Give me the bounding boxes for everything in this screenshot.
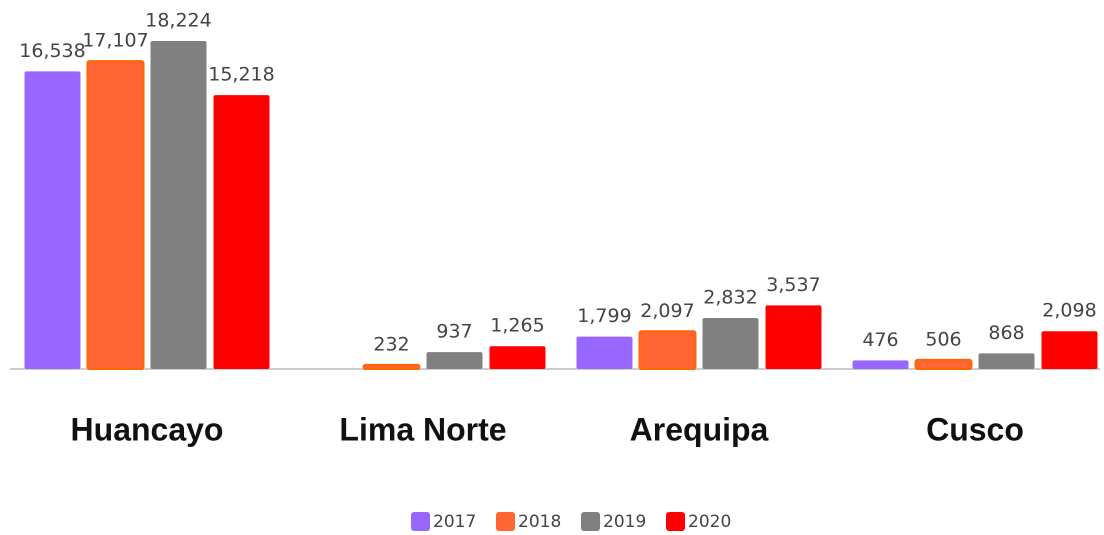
value-label: 1,799 <box>577 305 631 327</box>
bar <box>489 346 546 369</box>
legend-swatch <box>666 512 685 531</box>
bar <box>765 305 822 369</box>
bar <box>852 360 909 369</box>
bar <box>576 336 633 369</box>
category-label: Cusco <box>926 411 1024 447</box>
value-label: 2,832 <box>703 287 757 309</box>
value-label: 17,107 <box>82 30 148 52</box>
legend-swatch <box>581 512 600 531</box>
legend-swatch <box>411 512 430 531</box>
value-label: 232 <box>373 333 409 355</box>
bar <box>86 60 145 371</box>
value-label: 506 <box>925 328 961 350</box>
value-label: 937 <box>436 321 472 343</box>
value-label: 1,265 <box>490 315 544 337</box>
bar <box>1041 331 1098 369</box>
value-label: 15,218 <box>208 64 274 86</box>
category-label: Lima Norte <box>339 411 506 447</box>
bar <box>150 41 207 369</box>
legend-label: 2018 <box>518 512 561 532</box>
bar <box>978 353 1035 369</box>
value-label: 2,097 <box>640 300 694 322</box>
bar <box>638 330 697 371</box>
value-label: 18,224 <box>145 10 211 32</box>
bar <box>362 363 421 370</box>
value-label: 3,537 <box>766 274 820 296</box>
bar <box>213 95 270 369</box>
bar <box>702 318 759 369</box>
legend-label: 2017 <box>433 512 476 532</box>
value-label: 868 <box>988 322 1024 344</box>
legend-swatch <box>496 512 515 531</box>
value-label: 2,098 <box>1042 300 1096 322</box>
value-label: 476 <box>862 329 898 351</box>
bar <box>24 71 81 370</box>
value-label: 16,538 <box>19 40 85 62</box>
category-label: Huancayo <box>71 411 224 447</box>
legend-label: 2019 <box>603 512 646 532</box>
bar <box>914 358 973 370</box>
category-label: Arequipa <box>630 411 769 447</box>
bar <box>426 352 483 369</box>
legend-label: 2020 <box>688 512 731 532</box>
